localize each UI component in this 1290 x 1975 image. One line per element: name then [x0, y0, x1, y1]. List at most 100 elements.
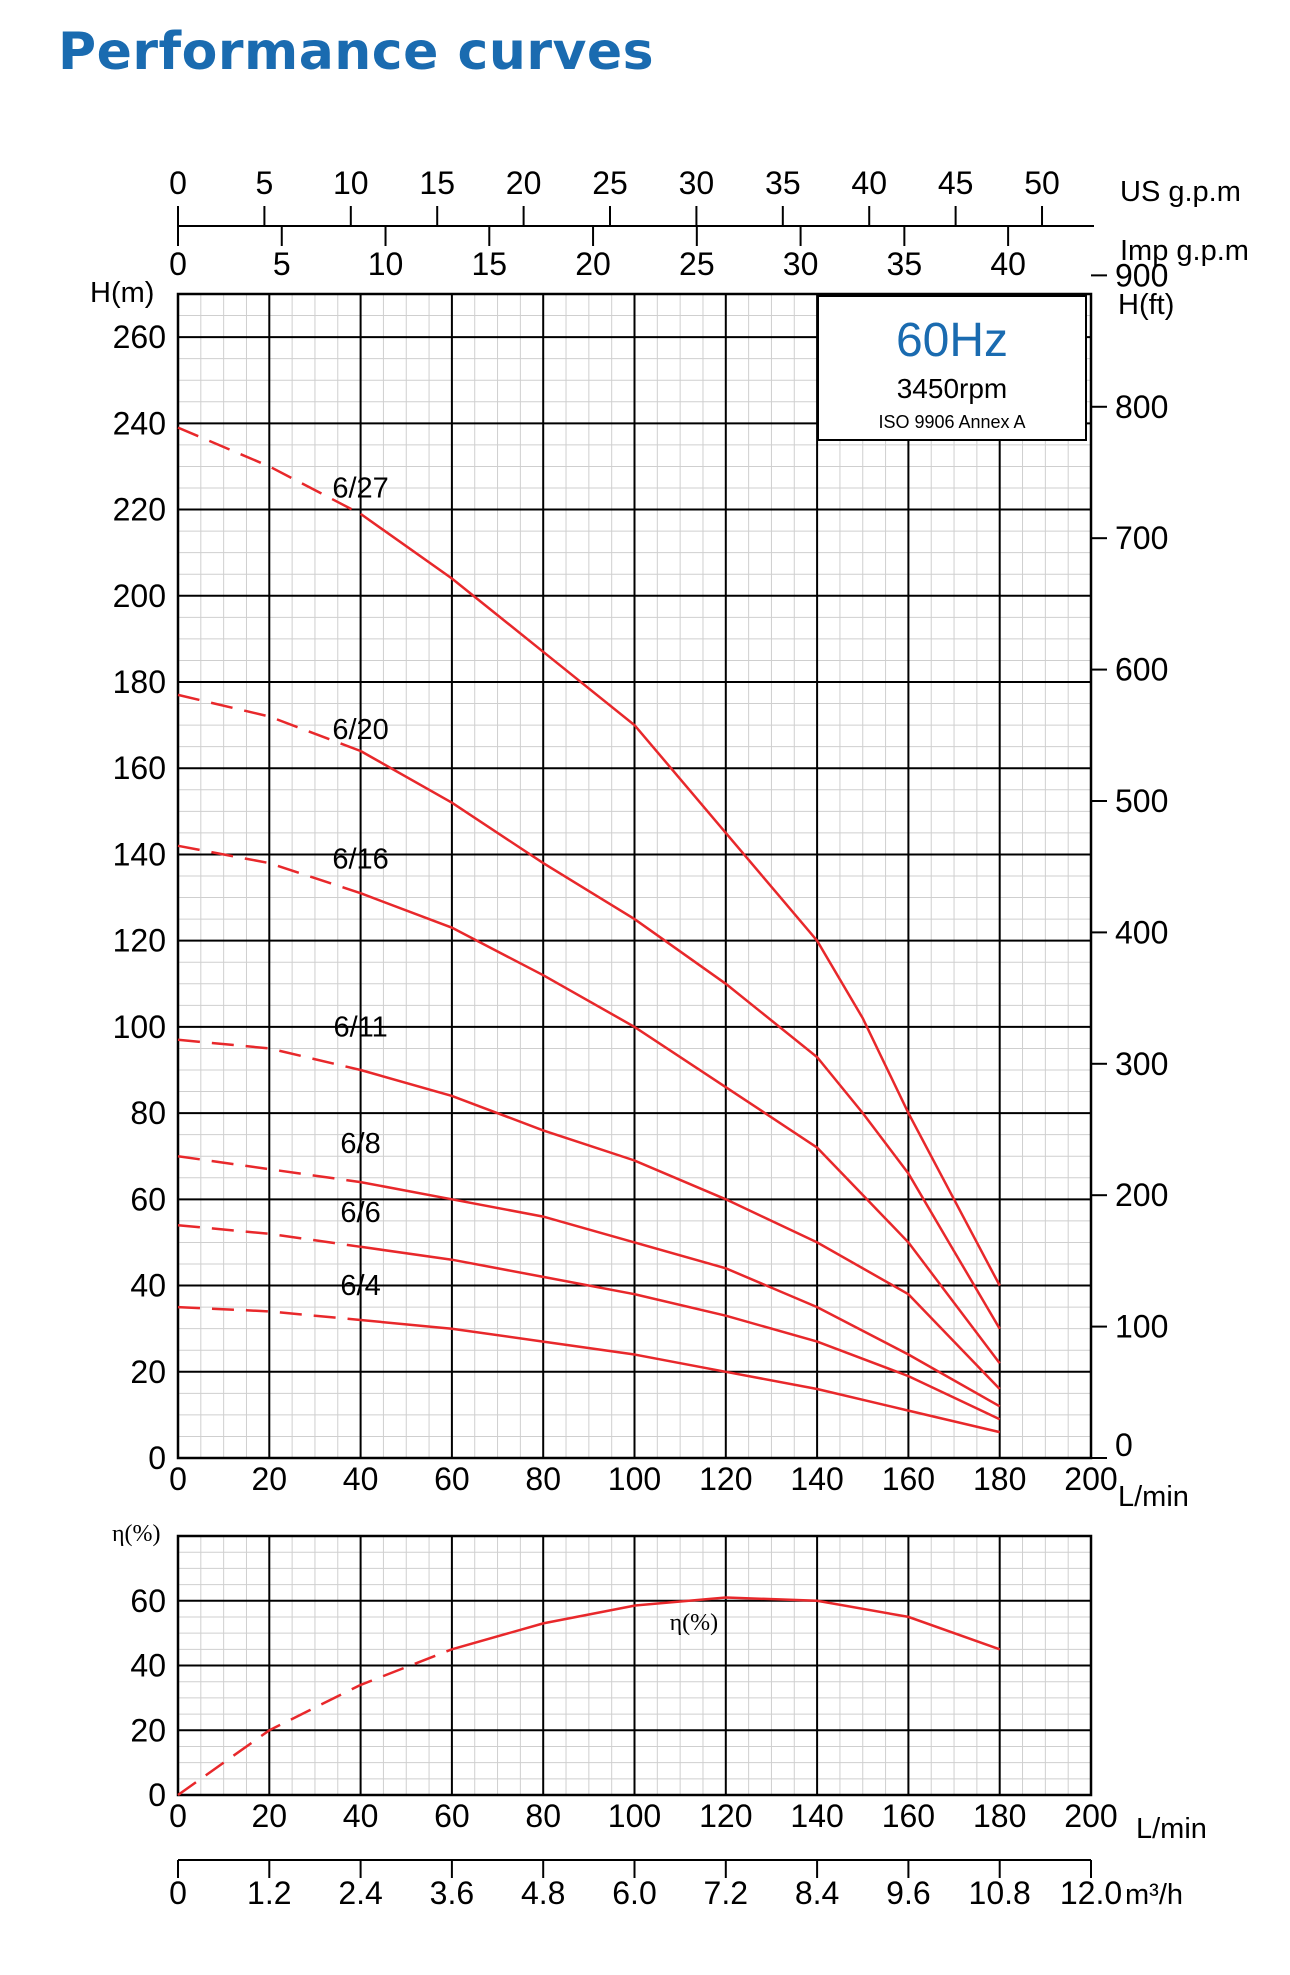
curve-label-6-20: 6/20 [332, 714, 388, 746]
head-ft-tick-label: 500 [1115, 783, 1168, 819]
head-m-tick-label: 180 [113, 664, 166, 700]
us-gpm-tick-label: 40 [851, 165, 887, 201]
head-m-tick-label: 60 [130, 1181, 166, 1217]
curve-label-6-11: 6/11 [333, 1011, 387, 1043]
flow-lmin-bottom-unit: L/min [1136, 1813, 1207, 1845]
imp-gpm-tick-label: 25 [679, 246, 715, 282]
flow-lmin-tick-label: 180 [973, 1461, 1026, 1497]
head-curve-6-16 [360, 892, 1001, 1364]
us-gpm-tick-label: 10 [333, 165, 369, 201]
head-ft-tick-label: 0 [1115, 1427, 1133, 1463]
head-m-tick-label: 80 [130, 1095, 166, 1131]
imp-gpm-tick-label: 15 [471, 246, 507, 282]
head-curve-6-20 [359, 749, 1001, 1330]
flow-lmin-tick-label: 40 [343, 1461, 379, 1497]
head-m-tick-label: 120 [113, 923, 166, 959]
head-m-tick-label: 100 [113, 1009, 166, 1045]
m3h-tick-label: 3.6 [430, 1875, 474, 1911]
efficiency-curve-dashed [177, 1648, 453, 1797]
us-gpm-unit: US g.p.m [1120, 176, 1241, 208]
us-gpm-tick-label: 50 [1024, 165, 1060, 201]
head-ft-tick-label: 600 [1115, 652, 1168, 688]
flow-lmin-tick-label: 120 [699, 1461, 752, 1497]
efficiency-curve-label: η(%) [670, 1610, 719, 1636]
flow-lmin-tick-label: 160 [882, 1461, 935, 1497]
efficiency-curve-group: η(%) [177, 1596, 1001, 1797]
head-ft-tick-label: 400 [1115, 914, 1168, 950]
efficiency-curve [451, 1596, 1001, 1651]
flow-lmin-bottom-tick-label: 160 [882, 1798, 935, 1834]
m3h-tick-label: 8.4 [795, 1875, 839, 1911]
m3h-tick-label: 9.6 [886, 1875, 930, 1911]
efficiency-chart-frame [176, 1534, 1093, 1797]
flow-lmin-bottom-tick-label: 120 [699, 1798, 752, 1834]
flow-lmin-bottom-tick-label: 180 [973, 1798, 1026, 1834]
head-curve-6-8 [360, 1180, 1001, 1408]
flow-lmin-tick-label: 200 [1064, 1461, 1117, 1497]
head-curve-6-27 [359, 512, 1001, 1287]
head-curve-6-16-dashed [177, 844, 361, 895]
head-curve-6-8-dashed [177, 1154, 361, 1184]
head-ft-tick-label: 300 [1115, 1046, 1168, 1082]
head-curve-6-11 [360, 1068, 1001, 1390]
tick-labels: 020406080100120140160180200220240260H(m)… [90, 257, 1207, 1845]
head-m-tick-label: 220 [113, 492, 166, 528]
top-flow-axes: 0 5 10 15 20 25 30 35 40 45 50 US g.p.m 0 5 10 15 20 25 30… [169, 165, 1249, 282]
head-chart-frame [176, 292, 1093, 1460]
flow-lmin-tick-label: 80 [525, 1461, 561, 1497]
head-curve-6-6 [360, 1245, 1001, 1421]
eff-unit: η(%) [112, 1521, 161, 1547]
us-gpm-tick-label: 5 [256, 165, 274, 201]
flow-lmin-tick-label: 0 [169, 1461, 187, 1497]
flow-lmin-bottom-tick-label: 200 [1064, 1798, 1117, 1834]
flow-lmin-bottom-tick-label: 60 [434, 1798, 470, 1834]
eff-tick-label: 60 [130, 1583, 166, 1619]
curve-label-6-6: 6/6 [340, 1197, 380, 1229]
imp-gpm-tick-label: 35 [887, 246, 923, 282]
us-gpm-tick-label: 0 [169, 165, 187, 201]
frequency-label: 60Hz [896, 314, 1008, 367]
flow-lmin-unit: L/min [1118, 1481, 1189, 1513]
flow-lmin-tick-label: 100 [608, 1461, 661, 1497]
flow-lmin-bottom-tick-label: 80 [525, 1798, 561, 1834]
flow-lmin-tick-label: 20 [252, 1461, 288, 1497]
head-ft-tick-label: 200 [1115, 1177, 1168, 1213]
head-curve-6-11-dashed [177, 1038, 361, 1072]
head-m-tick-label: 20 [130, 1354, 166, 1390]
imp-gpm-tick-label: 40 [990, 246, 1026, 282]
flow-lmin-tick-label: 60 [434, 1461, 470, 1497]
us-gpm-tick-label: 20 [506, 165, 542, 201]
head-curve-6-4 [360, 1318, 1000, 1434]
us-gpm-tick-label: 15 [419, 165, 455, 201]
m3h-tick-label: 10.8 [969, 1875, 1031, 1911]
head-curve-6-6-dashed [177, 1223, 361, 1249]
flow-lmin-bottom-tick-label: 0 [169, 1798, 187, 1834]
head-m-tick-label: 140 [113, 836, 166, 872]
us-gpm-tick-label: 25 [592, 165, 628, 201]
m3h-tick-label: 7.2 [704, 1875, 748, 1911]
info-box-frame [817, 295, 1087, 441]
eff-tick-label: 0 [148, 1777, 166, 1813]
us-gpm-tick-label: 30 [679, 165, 715, 201]
m3h-unit: m³/h [1125, 1879, 1183, 1911]
flow-lmin-bottom-tick-label: 140 [790, 1798, 843, 1834]
us-gpm-tick-label: 45 [938, 165, 974, 201]
m3h-tick-label: 6.0 [612, 1875, 656, 1911]
imp-gpm-tick-label: 20 [575, 246, 611, 282]
head-ft-tick-label: 700 [1115, 520, 1168, 556]
flow-lmin-tick-label: 140 [790, 1461, 843, 1497]
bottom-m3h-axis: 0 1.2 2.4 3.6 4.8 6.0 7.2 8.4 9.6 10.8 12.0 m³/h [169, 1859, 1183, 1911]
imp-gpm-unit: Imp g.p.m [1120, 235, 1249, 267]
head-curves: 6/27 6/20 6/16 6/11 6/8 6/6 6/4 [177, 426, 1001, 1434]
head-m-tick-label: 260 [113, 319, 166, 355]
flow-lmin-bottom-tick-label: 40 [343, 1798, 379, 1834]
head-chart-grid [176, 292, 1093, 1460]
head-m-tick-label: 240 [113, 405, 166, 441]
imp-gpm-tick-label: 10 [368, 246, 404, 282]
imp-gpm-tick-label: 5 [273, 246, 291, 282]
imp-gpm-tick-label: 0 [169, 246, 187, 282]
eff-tick-label: 20 [130, 1712, 166, 1748]
speed-label: 3450rpm [897, 373, 1008, 404]
eff-tick-label: 40 [130, 1648, 166, 1684]
